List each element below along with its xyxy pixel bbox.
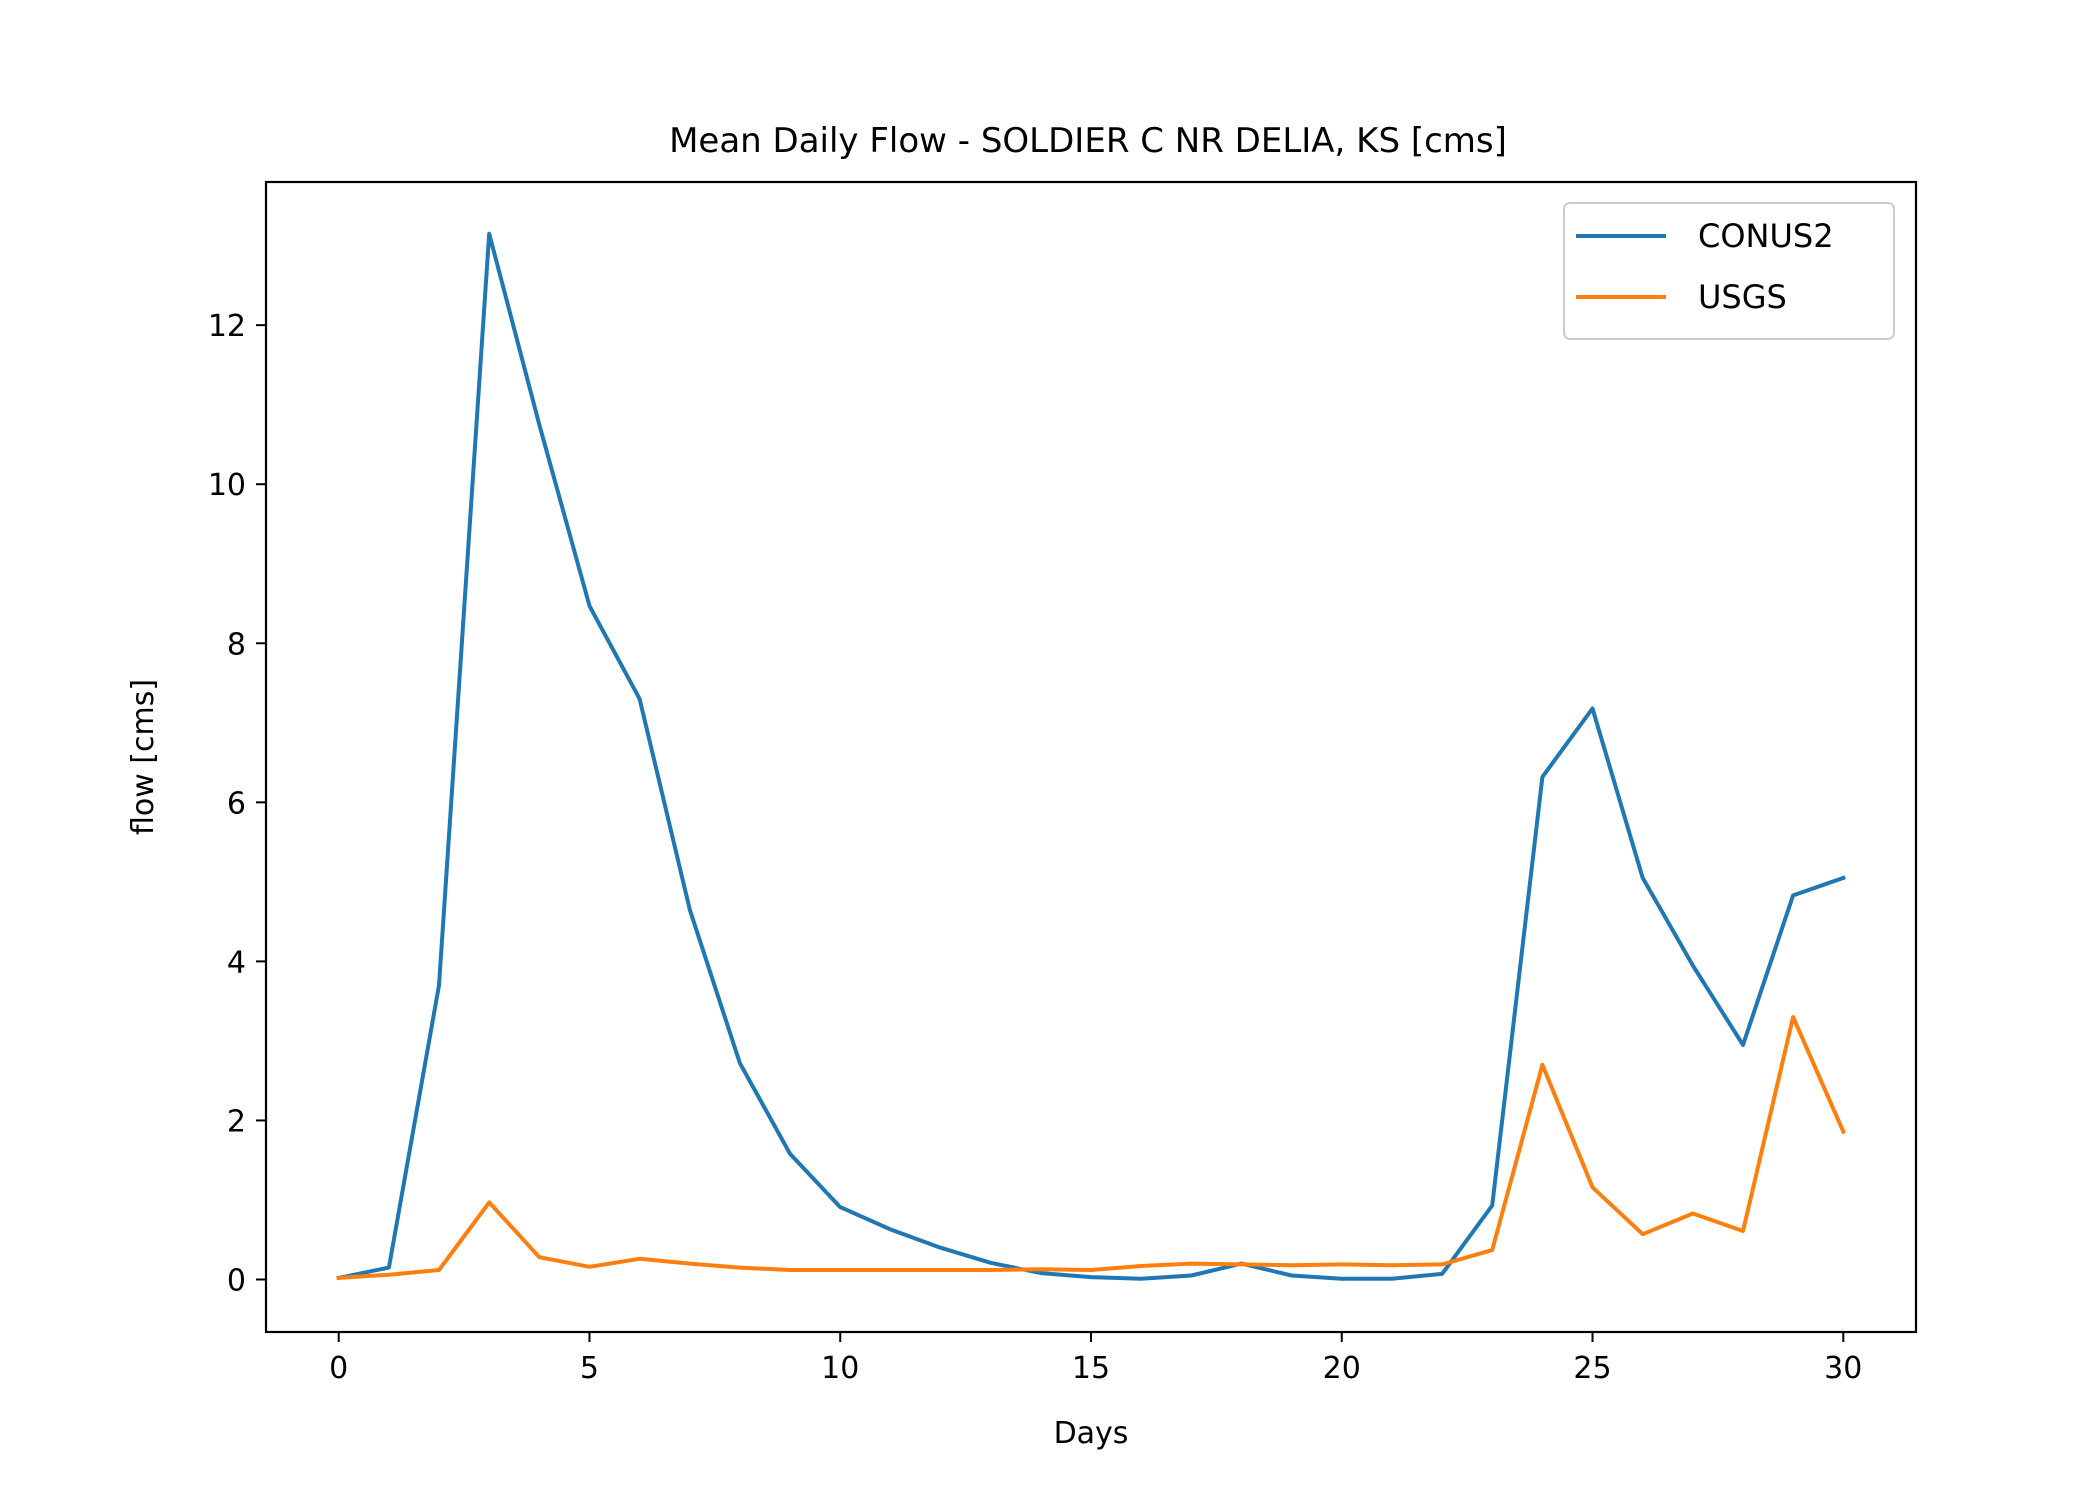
series-layer [336,231,1846,1281]
x-tick-label: 10 [821,1351,859,1386]
legend-label-usgs: USGS [1698,278,1787,316]
y-axis-label: flow [cms] [126,679,161,835]
legend: CONUS2 USGS [1563,202,1895,340]
y-tick-label: 6 [227,786,246,821]
x-tick-label: 25 [1573,1351,1611,1386]
x-axis: 0 5 10 15 20 25 30 [329,1332,1862,1386]
legend-label-conus2: CONUS2 [1698,217,1834,255]
x-tick-label: 0 [329,1351,348,1386]
x-tick-label: 20 [1323,1351,1361,1386]
series-line-conus2 [336,231,1846,1281]
x-tick-label: 30 [1824,1351,1862,1386]
series-line-usgs [336,1015,1846,1281]
y-tick-label: 12 [208,309,246,344]
x-axis-label: Days [1054,1416,1129,1451]
y-axis: 0 2 4 6 8 10 12 [208,309,266,1299]
y-tick-label: 2 [227,1104,246,1139]
x-tick-label: 5 [580,1351,599,1386]
y-tick-label: 10 [208,468,246,503]
y-tick-label: 8 [227,627,246,662]
y-tick-label: 4 [227,945,246,980]
y-tick-label: 0 [227,1264,246,1299]
x-tick-label: 15 [1072,1351,1110,1386]
chart-title: Mean Daily Flow - SOLDIER C NR DELIA, KS… [669,121,1507,161]
